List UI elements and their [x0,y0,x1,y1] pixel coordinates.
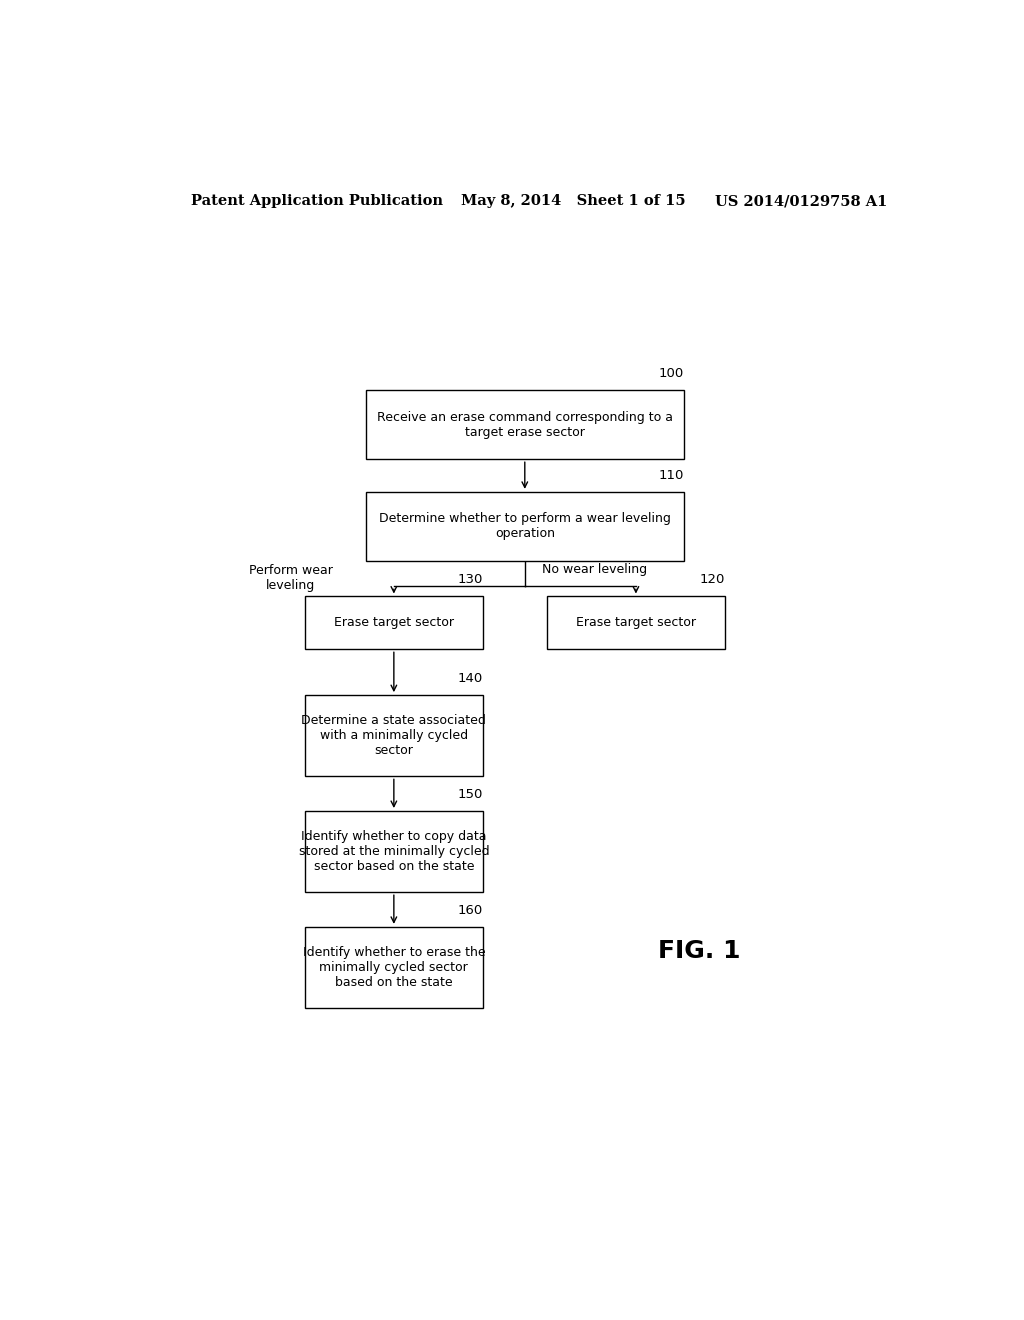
Text: US 2014/0129758 A1: US 2014/0129758 A1 [715,194,888,209]
Text: 150: 150 [458,788,483,801]
Text: May 8, 2014   Sheet 1 of 15: May 8, 2014 Sheet 1 of 15 [461,194,686,209]
Text: Erase target sector: Erase target sector [575,616,696,630]
FancyBboxPatch shape [304,927,483,1008]
Text: No wear leveling: No wear leveling [543,562,647,576]
FancyBboxPatch shape [304,810,483,892]
Text: 120: 120 [699,573,725,586]
Text: Determine a state associated
with a minimally cycled
sector: Determine a state associated with a mini… [301,714,486,758]
FancyBboxPatch shape [304,597,483,649]
Text: FIG. 1: FIG. 1 [658,940,740,964]
Text: 130: 130 [458,573,483,586]
Text: Receive an erase command corresponding to a
target erase sector: Receive an erase command corresponding t… [377,411,673,438]
FancyBboxPatch shape [547,597,725,649]
Text: Identify whether to erase the
minimally cycled sector
based on the state: Identify whether to erase the minimally … [302,946,485,989]
FancyBboxPatch shape [367,391,684,459]
Text: Erase target sector: Erase target sector [334,616,454,630]
Text: Identify whether to copy data
stored at the minimally cycled
sector based on the: Identify whether to copy data stored at … [299,830,489,873]
Text: Patent Application Publication: Patent Application Publication [191,194,443,209]
Text: 100: 100 [658,367,684,380]
Text: 160: 160 [458,904,483,916]
Text: Perform wear
leveling: Perform wear leveling [249,564,333,593]
FancyBboxPatch shape [304,696,483,776]
Text: 140: 140 [458,672,483,685]
FancyBboxPatch shape [367,492,684,561]
Text: Determine whether to perform a wear leveling
operation: Determine whether to perform a wear leve… [379,512,671,540]
Text: 110: 110 [658,469,684,482]
